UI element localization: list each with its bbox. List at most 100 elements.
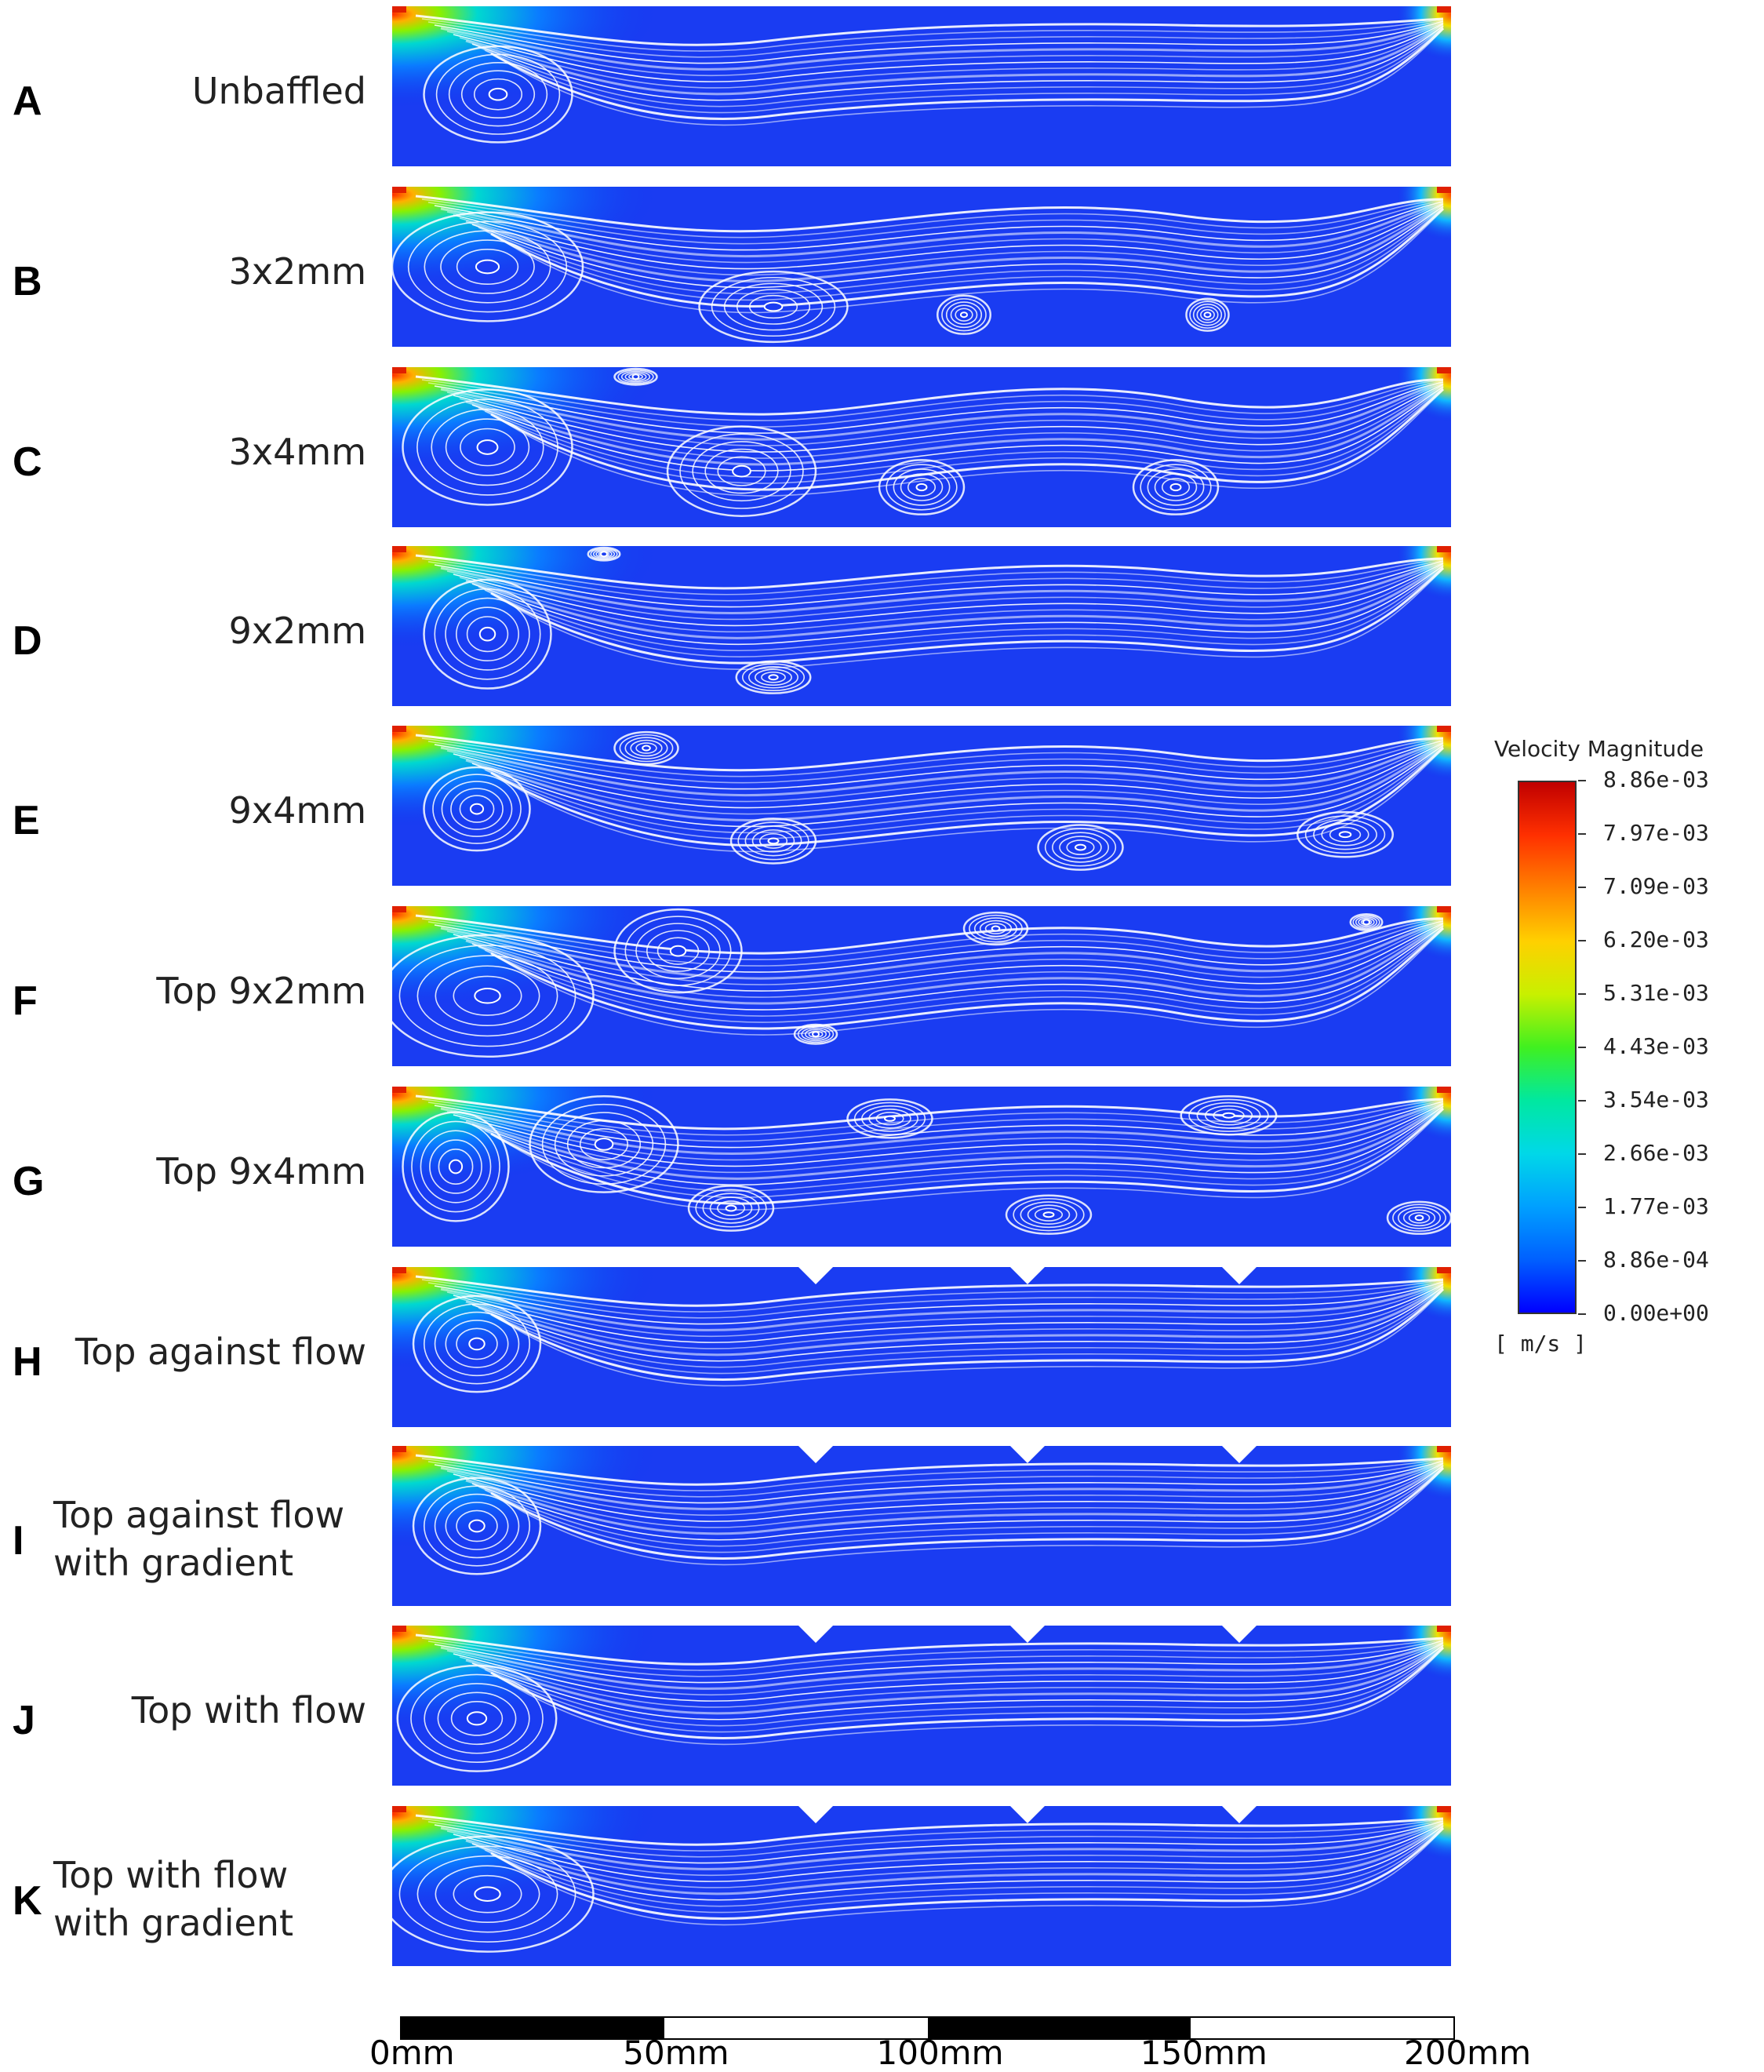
legend-tick-label: 0.00e+00 <box>1603 1300 1709 1326</box>
outlet-port <box>1437 1267 1451 1273</box>
outlet-port <box>1437 546 1451 552</box>
panel-letter: C <box>13 439 42 485</box>
streamline <box>459 743 1444 815</box>
legend-tick-mark <box>1578 940 1586 941</box>
streamline <box>434 740 1444 790</box>
streamline <box>415 1633 1444 1666</box>
panel-row-j: J Top with flow <box>0 1626 1764 1790</box>
streamline <box>478 926 1444 1017</box>
vortex <box>1297 810 1394 858</box>
vortex <box>698 270 849 344</box>
panel-label: 9x4mm <box>228 789 366 832</box>
vortex <box>878 459 966 515</box>
streamline <box>434 920 1444 973</box>
panel-label: Top against flow <box>75 1331 366 1373</box>
streamline <box>459 384 1444 459</box>
scale-segment <box>402 2018 665 2038</box>
streamline <box>434 560 1444 608</box>
baffle <box>798 1267 833 1284</box>
streamline <box>490 1646 1445 1739</box>
panel-label: Top against flow with gradient <box>53 1494 345 1584</box>
streamline <box>453 1462 1444 1522</box>
legend-tick-label: 8.86e-03 <box>1603 767 1709 792</box>
streamline <box>459 24 1444 89</box>
vortex <box>613 730 679 766</box>
velocity-streamline-panel <box>392 1626 1451 1786</box>
streamline <box>471 745 1444 828</box>
velocity-streamline-panel <box>392 187 1451 347</box>
streamline <box>427 1280 1444 1319</box>
streamline <box>453 1284 1444 1343</box>
panel-label: Top 9x2mm <box>156 970 366 1012</box>
streamline <box>459 1104 1444 1174</box>
panel-letter: B <box>13 259 42 304</box>
panel-label: Top with flow <box>131 1689 366 1732</box>
vortex <box>392 211 584 322</box>
panel-row-h: H Top against flow <box>0 1267 1764 1432</box>
outlet-velocity-zone <box>1294 1087 1451 1247</box>
scale-label: 150mm <box>1140 2034 1268 2072</box>
vortex <box>1037 824 1124 871</box>
panel-label: Top with flow with gradient <box>53 1854 293 1944</box>
streamline <box>478 1287 1444 1368</box>
vortex <box>529 1094 679 1193</box>
streamline <box>490 566 1445 665</box>
vortex <box>962 911 1029 946</box>
streamline <box>453 1642 1444 1702</box>
outlet-port <box>1437 6 1451 13</box>
streamline <box>434 1820 1444 1864</box>
legend-tick-mark <box>1578 1313 1586 1315</box>
legend-title: Velocity Magnitude <box>1494 736 1704 762</box>
streamline <box>440 920 1444 980</box>
streamline <box>434 1101 1444 1149</box>
inlet-port <box>392 1806 406 1812</box>
inlet-velocity-zone <box>392 1446 1451 1606</box>
streamline <box>484 1107 1444 1198</box>
streamline <box>446 1462 1444 1517</box>
outlet-velocity-zone <box>1294 367 1451 527</box>
velocity-streamline-panel <box>392 906 1451 1066</box>
streamline <box>427 20 1444 58</box>
streamline <box>459 204 1444 276</box>
vortex <box>587 546 621 562</box>
streamline <box>484 1826 1444 1914</box>
streamline <box>490 27 1445 120</box>
vortex <box>1005 1194 1093 1235</box>
color-bar <box>1518 781 1577 1314</box>
streamline <box>496 928 1444 1036</box>
baffle <box>798 1806 833 1823</box>
vortex <box>1185 297 1230 332</box>
baffle <box>1010 1267 1045 1284</box>
streamline <box>496 1289 1444 1387</box>
legend-tick-label: 3.54e-03 <box>1603 1087 1709 1112</box>
vortex <box>613 908 743 994</box>
legend-tick-label: 4.43e-03 <box>1603 1033 1709 1059</box>
baffle <box>1222 1806 1257 1823</box>
streamline <box>490 1107 1445 1205</box>
streamline <box>465 563 1444 639</box>
streamline <box>490 1466 1445 1560</box>
streamline <box>496 389 1444 497</box>
panel-label: 9x2mm <box>228 610 366 652</box>
streamline <box>478 26 1444 107</box>
legend-tick-mark <box>1578 1207 1586 1208</box>
legend-tick-label: 8.86e-04 <box>1603 1247 1709 1273</box>
streamline <box>471 386 1444 472</box>
streamline <box>471 925 1444 1011</box>
panel-label: Top 9x4mm <box>156 1150 366 1193</box>
streamline <box>440 20 1444 71</box>
inlet-port <box>392 1626 406 1632</box>
outlet-velocity-zone <box>1294 906 1451 1066</box>
streamline <box>459 923 1444 998</box>
streamline <box>465 1104 1444 1180</box>
streamline <box>453 563 1444 627</box>
legend-tick-mark <box>1578 993 1586 995</box>
panel-letter: I <box>13 1518 24 1564</box>
legend-tick-label: 7.97e-03 <box>1603 820 1709 846</box>
inlet-velocity-zone <box>392 1806 1451 1966</box>
streamline <box>459 1823 1444 1888</box>
streamline <box>434 20 1444 64</box>
streamline <box>459 1643 1444 1708</box>
streamline <box>478 206 1444 295</box>
panel-row-k: K Top with flow with gradient <box>0 1806 1764 1971</box>
